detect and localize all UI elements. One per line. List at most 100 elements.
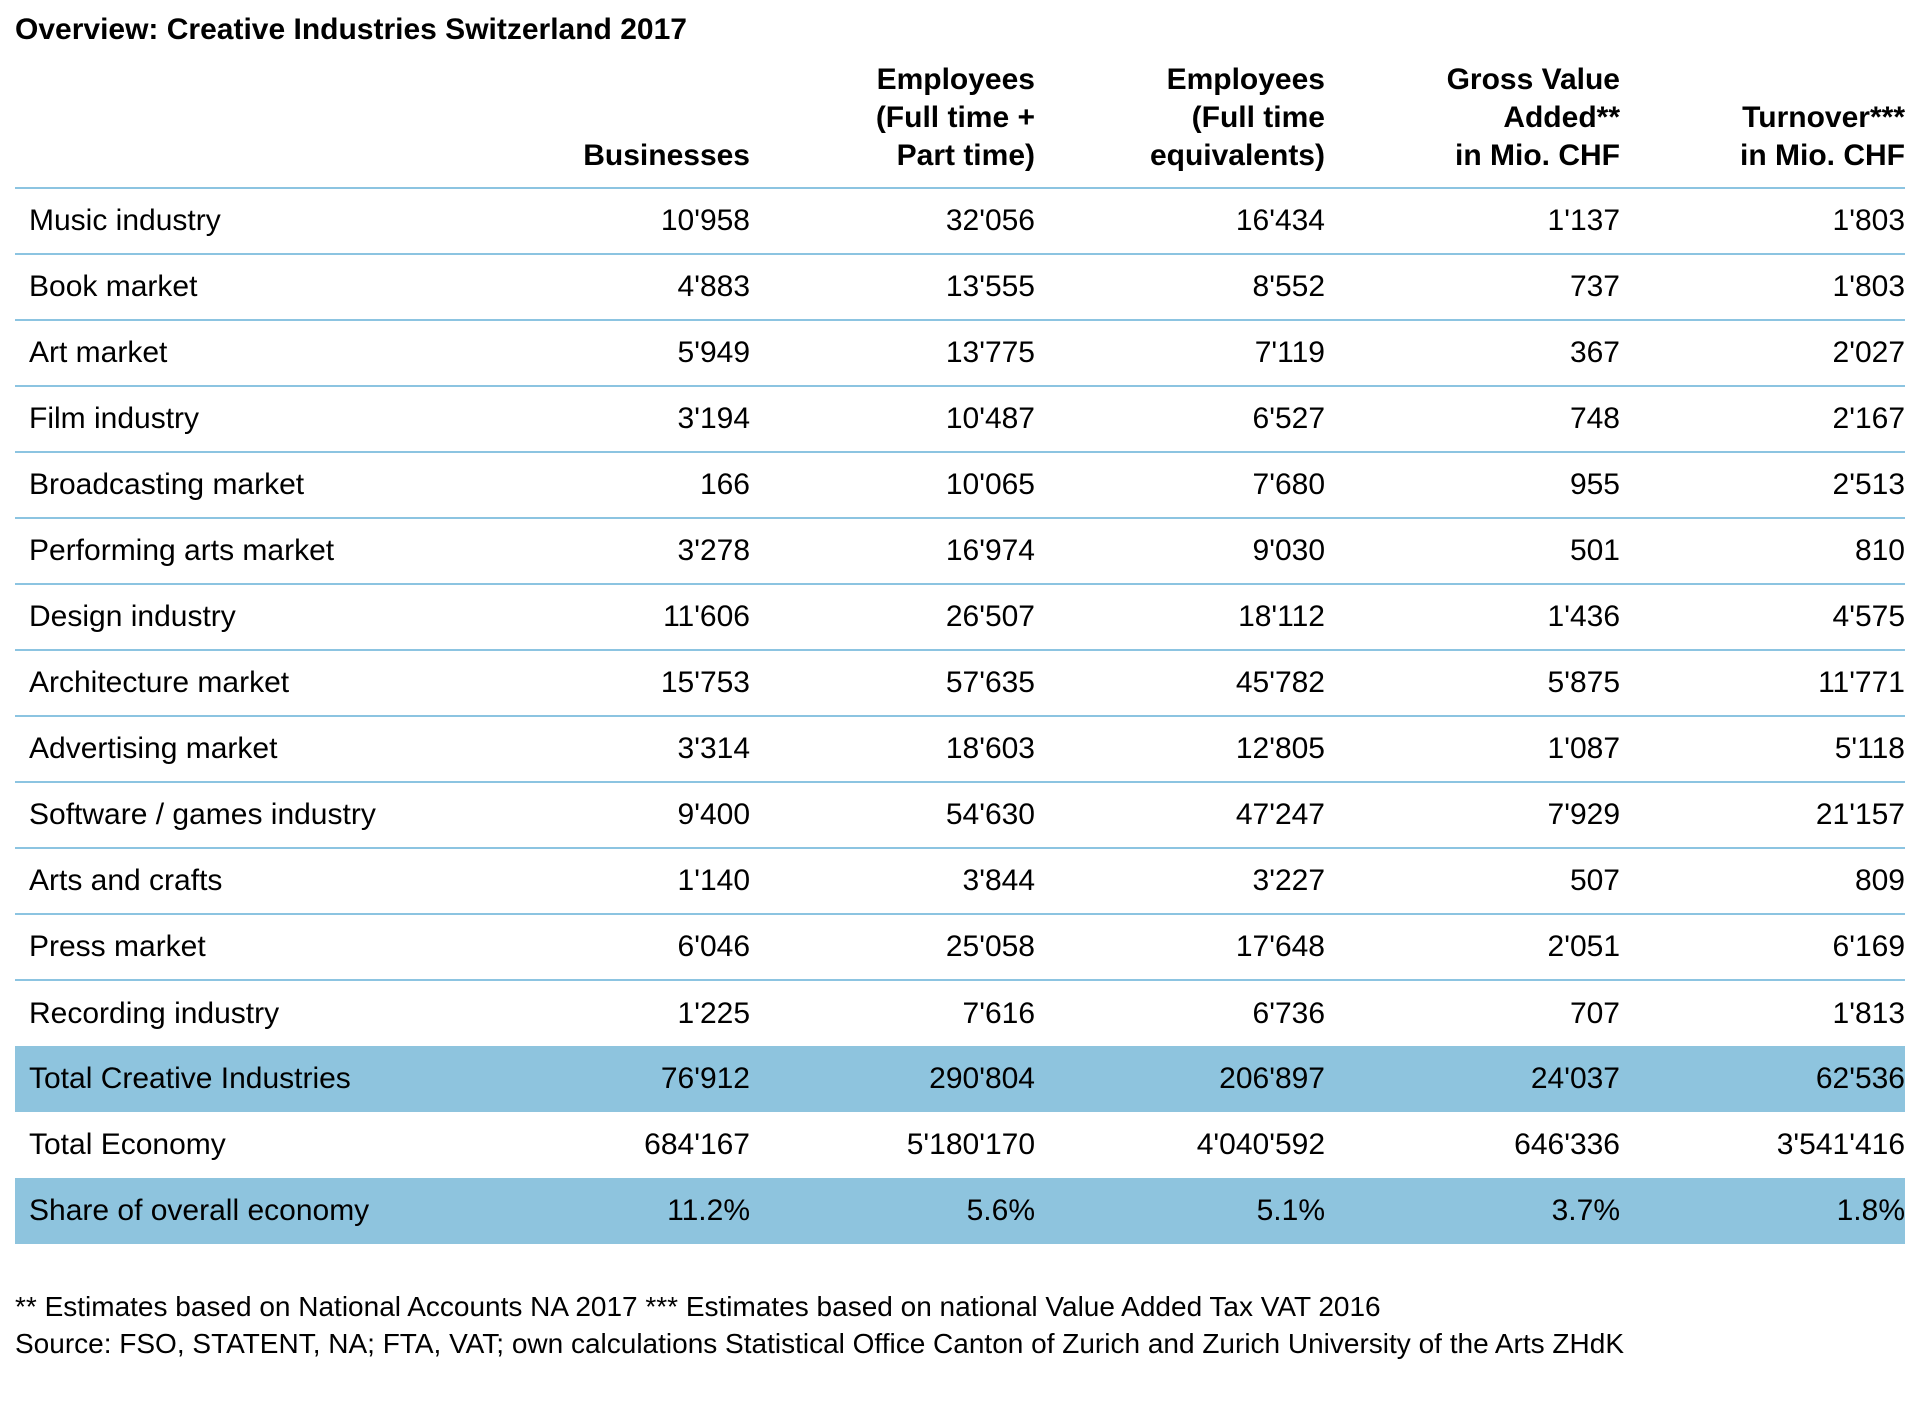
table-body: Music industry 10'958 32'056 16'434 1'13… (15, 188, 1905, 1244)
row-label: Performing arts market (29, 534, 335, 567)
row-label: Advertising market (29, 732, 278, 765)
cell-turnover: 21'157 (1815, 798, 1905, 831)
cell-employees-total: 57'635 (945, 666, 1035, 699)
cell-turnover: 2'167 (1832, 402, 1905, 435)
cell-employees-total: 26'507 (945, 600, 1035, 633)
column-header-employees-total: Employees (Full time + Part time) (750, 56, 1035, 189)
column-header-turnover: Turnover*** in Mio. CHF (1620, 56, 1905, 189)
table-row: Press market 6'046 25'058 17'648 2'051 6… (15, 914, 1905, 980)
table-row-total-economy: Total Economy 684'167 5'180'170 4'040'59… (15, 1112, 1905, 1178)
page: Overview: Creative Industries Switzerlan… (15, 13, 1905, 1362)
row-label: Design industry (29, 600, 236, 633)
cell-businesses: 684'167 (644, 1128, 750, 1161)
table-header: Businesses Employees (Full time + Part t… (15, 56, 1905, 189)
cell-employees-fte: 5.1% (1256, 1194, 1325, 1227)
row-label: Press market (29, 930, 206, 963)
cell-businesses: 4'883 (677, 270, 750, 303)
cell-employees-fte: 6'527 (1252, 402, 1325, 435)
table-row: Architecture market 15'753 57'635 45'782… (15, 650, 1905, 716)
cell-employees-fte: 7'119 (1254, 336, 1325, 369)
table-row: Music industry 10'958 32'056 16'434 1'13… (15, 188, 1905, 254)
cell-businesses: 76'912 (660, 1062, 750, 1095)
cell-turnover: 6'169 (1832, 930, 1905, 963)
cell-employees-fte: 45'782 (1235, 666, 1325, 699)
table-row: Recording industry 1'225 7'616 6'736 707… (15, 980, 1905, 1046)
cell-turnover: 1'803 (1832, 204, 1905, 237)
cell-employees-total: 32'056 (945, 204, 1035, 237)
cell-gva: 955 (1569, 468, 1620, 501)
cell-turnover: 1.8% (1836, 1194, 1905, 1227)
cell-turnover: 1'813 (1832, 996, 1905, 1030)
cell-employees-fte: 7'680 (1252, 468, 1325, 501)
row-label: Share of overall economy (29, 1194, 370, 1227)
cell-businesses: 5'949 (677, 336, 750, 369)
cell-businesses: 11'606 (663, 600, 750, 633)
cell-businesses: 11.2% (667, 1194, 750, 1227)
footnotes: ** Estimates based on National Accounts … (15, 1288, 1905, 1362)
cell-employees-fte: 9'030 (1252, 534, 1325, 567)
row-label: Broadcasting market (29, 468, 305, 501)
row-label: Music industry (29, 204, 221, 237)
cell-gva: 501 (1569, 534, 1620, 567)
cell-turnover: 809 (1854, 864, 1905, 897)
cell-employees-fte: 17'648 (1235, 930, 1325, 963)
table-row-total-creative-industries: Total Creative Industries 76'912 290'804… (15, 1046, 1905, 1112)
cell-turnover: 5'118 (1834, 732, 1905, 765)
cell-employees-fte: 12'805 (1235, 732, 1325, 765)
cell-gva: 707 (1569, 996, 1620, 1030)
row-label: Recording industry (29, 996, 280, 1030)
cell-employees-total: 5.6% (966, 1194, 1035, 1227)
cell-turnover: 3'541'416 (1776, 1128, 1905, 1161)
cell-employees-fte: 3'227 (1252, 864, 1325, 897)
table-row: Arts and crafts 1'140 3'844 3'227 507 80… (15, 848, 1905, 914)
row-label: Art market (29, 336, 168, 369)
cell-businesses: 166 (699, 468, 750, 501)
cell-turnover: 11'771 (1818, 666, 1905, 699)
cell-employees-fte: 8'552 (1252, 270, 1325, 303)
table-row: Book market 4'883 13'555 8'552 737 1'803 (15, 254, 1905, 320)
footnote-estimates: ** Estimates based on National Accounts … (15, 1291, 1381, 1322)
column-header-employees-fte: Employees (Full time equivalents) (1035, 56, 1325, 189)
table-row: Film industry 3'194 10'487 6'527 748 2'1… (15, 386, 1905, 452)
cell-businesses: 1'225 (677, 996, 750, 1030)
cell-gva: 367 (1569, 336, 1620, 369)
cell-employees-fte: 18'112 (1238, 600, 1325, 633)
cell-turnover: 1'803 (1832, 270, 1905, 303)
cell-businesses: 3'194 (677, 402, 750, 435)
cell-employees-fte: 6'736 (1252, 996, 1325, 1030)
row-label: Book market (29, 270, 198, 303)
cell-employees-total: 18'603 (945, 732, 1035, 765)
cell-employees-total: 16'974 (945, 534, 1035, 567)
cell-employees-total: 3'844 (962, 864, 1035, 897)
cell-turnover: 2'027 (1832, 336, 1905, 369)
creative-industries-table: Businesses Employees (Full time + Part t… (15, 56, 1905, 1244)
cell-gva: 1'137 (1547, 204, 1620, 237)
cell-gva: 1'436 (1547, 600, 1620, 633)
cell-employees-total: 10'065 (945, 468, 1035, 501)
row-label: Total Creative Industries (29, 1062, 351, 1095)
row-label: Software / games industry (29, 798, 376, 831)
page-title: Overview: Creative Industries Switzerlan… (15, 13, 687, 46)
row-label: Total Economy (29, 1128, 226, 1161)
cell-gva: 507 (1569, 864, 1620, 897)
cell-gva: 748 (1569, 402, 1620, 435)
cell-employees-total: 13'555 (945, 270, 1035, 303)
cell-employees-total: 10'487 (945, 402, 1035, 435)
cell-businesses: 1'140 (677, 864, 750, 897)
cell-gva: 7'929 (1547, 798, 1620, 831)
cell-turnover: 810 (1854, 534, 1905, 567)
cell-businesses: 3'278 (677, 534, 750, 567)
header-row: Businesses Employees (Full time + Part t… (15, 56, 1905, 189)
cell-employees-fte: 4'040'592 (1196, 1128, 1325, 1161)
table-row: Broadcasting market 166 10'065 7'680 955… (15, 452, 1905, 518)
cell-employees-total: 13'775 (945, 336, 1035, 369)
cell-gva: 646'336 (1514, 1128, 1620, 1161)
cell-employees-total: 5'180'170 (906, 1128, 1035, 1161)
cell-turnover: 62'536 (1815, 1062, 1905, 1095)
cell-employees-total: 25'058 (945, 930, 1035, 963)
cell-employees-fte: 206'897 (1219, 1062, 1325, 1095)
cell-employees-fte: 16'434 (1235, 204, 1325, 237)
cell-gva: 24'037 (1530, 1062, 1620, 1095)
table-row-share-of-economy: Share of overall economy 11.2% 5.6% 5.1%… (15, 1178, 1905, 1244)
row-label: Film industry (29, 402, 200, 435)
